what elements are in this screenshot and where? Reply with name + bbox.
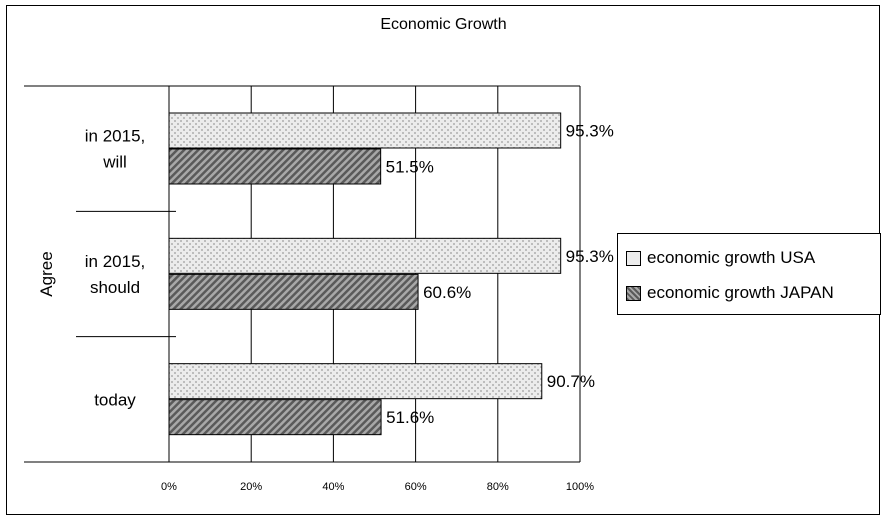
legend-label-usa: economic growth USA <box>647 248 816 267</box>
x-tick-label: 100% <box>566 481 594 493</box>
data-label: 51.5% <box>386 158 434 177</box>
bar-japan <box>168 399 382 436</box>
category-label: should <box>90 278 140 297</box>
bar-japan <box>168 148 382 185</box>
data-label: 51.6% <box>386 408 434 427</box>
category-label: in 2015, <box>85 127 146 146</box>
x-tick-label: 0% <box>161 481 177 493</box>
legend-item-japan: economic growth JAPAN <box>626 283 834 303</box>
category-label: in 2015, <box>85 252 146 271</box>
bar-usa <box>168 112 562 149</box>
x-tick-label: 20% <box>240 481 262 493</box>
data-label: 95.3% <box>566 122 614 141</box>
legend-swatch-japan <box>626 285 641 301</box>
chart-legend: economic growth USA economic growth JAPA… <box>617 233 881 315</box>
x-tick-label: 40% <box>322 481 344 493</box>
category-label: will <box>102 153 127 172</box>
data-label: 90.7% <box>547 372 595 391</box>
category-label: today <box>94 390 136 409</box>
chart-title: Economic Growth <box>380 16 507 33</box>
data-label: 95.3% <box>566 247 614 266</box>
legend-item-usa: economic growth USA <box>626 248 815 268</box>
bar-usa <box>168 237 562 274</box>
legend-swatch-usa <box>626 250 641 266</box>
x-tick-label: 80% <box>487 481 509 493</box>
bar-usa <box>168 363 543 400</box>
y-axis-label: Agree <box>37 251 56 296</box>
data-label: 60.6% <box>423 283 471 302</box>
x-tick-label: 60% <box>405 481 427 493</box>
bar-japan <box>168 273 419 310</box>
legend-label-japan: economic growth JAPAN <box>647 283 834 302</box>
